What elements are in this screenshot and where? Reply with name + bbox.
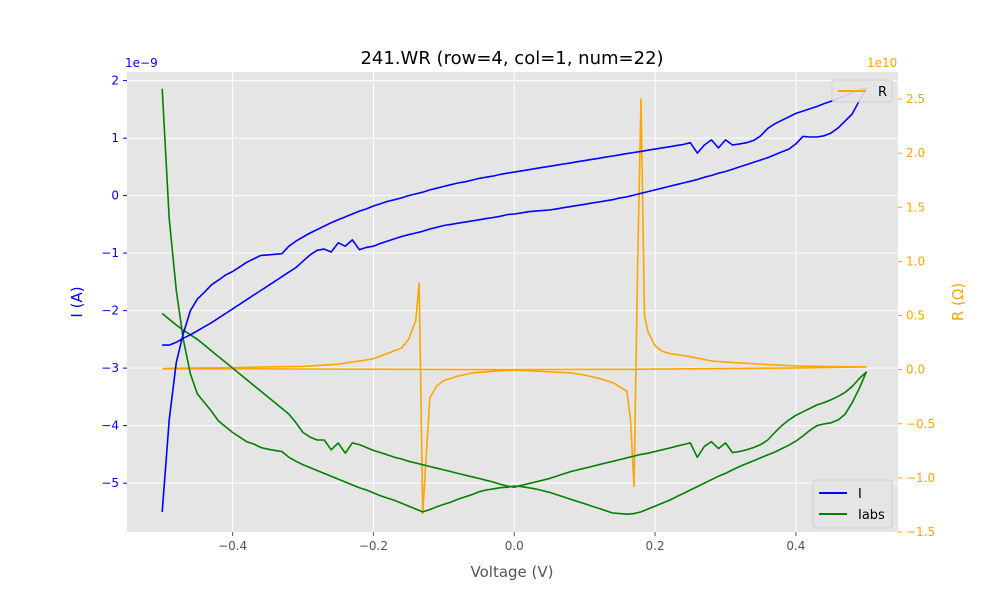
y-left-tick-label: −5: [101, 476, 119, 490]
y-axis-left-label: I (A): [68, 286, 86, 317]
y-axis-right-offset: 1e10: [867, 56, 897, 70]
y-left-tick-label: 1: [111, 131, 119, 145]
y-left-tick-label: −4: [101, 419, 119, 433]
legend-r-label: R: [878, 85, 887, 100]
y-left-tick-label: −2: [101, 304, 119, 318]
x-tick-label: 0.0: [505, 539, 524, 553]
y-axis-right-ticks: −1.5 −1.0 −0.5 0.0 0.5 1.0 1.5 2.0 2.5: [898, 92, 935, 539]
y-left-tick-label: −3: [101, 361, 119, 375]
legend-r: R: [831, 79, 893, 103]
y-axis-right-label: R (Ω): [949, 283, 967, 321]
y-right-tick-label: −1.5: [906, 525, 935, 539]
y-right-tick-label: 0.0: [906, 363, 925, 377]
y-right-tick-label: 2.5: [906, 92, 925, 106]
x-tick-label: 0.4: [786, 539, 805, 553]
chart-title: 241.WR (row=4, col=1, num=22): [360, 48, 663, 69]
y-right-tick-label: 2.0: [906, 146, 925, 160]
y-right-tick-label: −1.0: [906, 471, 935, 485]
x-axis-label: Voltage (V): [471, 563, 554, 581]
legend-i-label: I: [858, 487, 862, 502]
legend-iabs-label: Iabs: [858, 508, 885, 523]
y-axis-left-ticks: −5 −4 −3 −2 −1 0 1 2: [101, 74, 127, 490]
series-iabs-line: [161, 88, 868, 516]
legend-i: I Iabs: [812, 479, 893, 529]
x-tick-label: −0.4: [218, 539, 247, 553]
plot-area: [127, 72, 898, 532]
y-right-tick-label: 0.5: [906, 309, 925, 323]
y-right-tick-label: 1.5: [906, 200, 925, 214]
x-tick-label: −0.2: [359, 539, 388, 553]
y-left-tick-label: 0: [111, 189, 119, 203]
y-right-tick-label: −0.5: [906, 417, 935, 431]
y-left-tick-label: −1: [101, 246, 119, 260]
series-r-line: [162, 98, 868, 515]
x-tick-label: 0.2: [646, 539, 665, 553]
y-left-tick-label: 2: [111, 74, 119, 88]
y-right-tick-label: 1.0: [906, 254, 925, 268]
x-axis-ticks: −0.4 −0.2 0.0 0.2 0.4: [218, 532, 805, 553]
y-axis-left-offset: 1e−9: [125, 56, 158, 70]
